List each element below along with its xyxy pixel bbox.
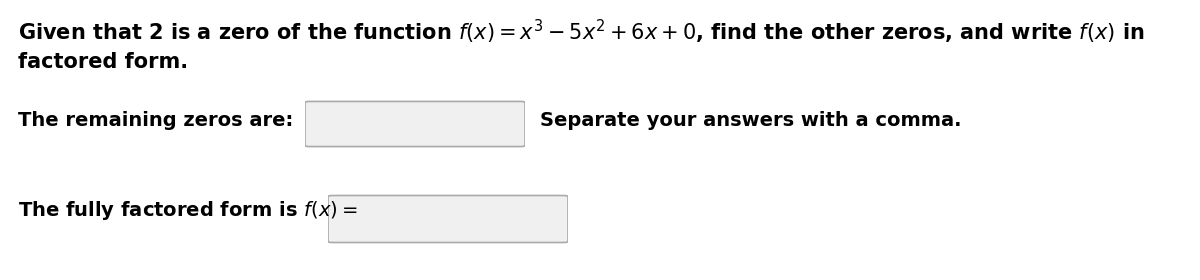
FancyBboxPatch shape [305,101,526,146]
Text: Given that 2 is a zero of the function $f(x) = x^3 - 5x^2 + 6x + 0$, find the ot: Given that 2 is a zero of the function $… [18,18,1145,46]
Text: The fully factored form is $f(x) =$: The fully factored form is $f(x) =$ [18,199,358,221]
Text: factored form.: factored form. [18,52,188,72]
FancyBboxPatch shape [328,195,568,242]
Text: The remaining zeros are:: The remaining zeros are: [18,111,293,129]
Text: Separate your answers with a comma.: Separate your answers with a comma. [540,111,961,129]
